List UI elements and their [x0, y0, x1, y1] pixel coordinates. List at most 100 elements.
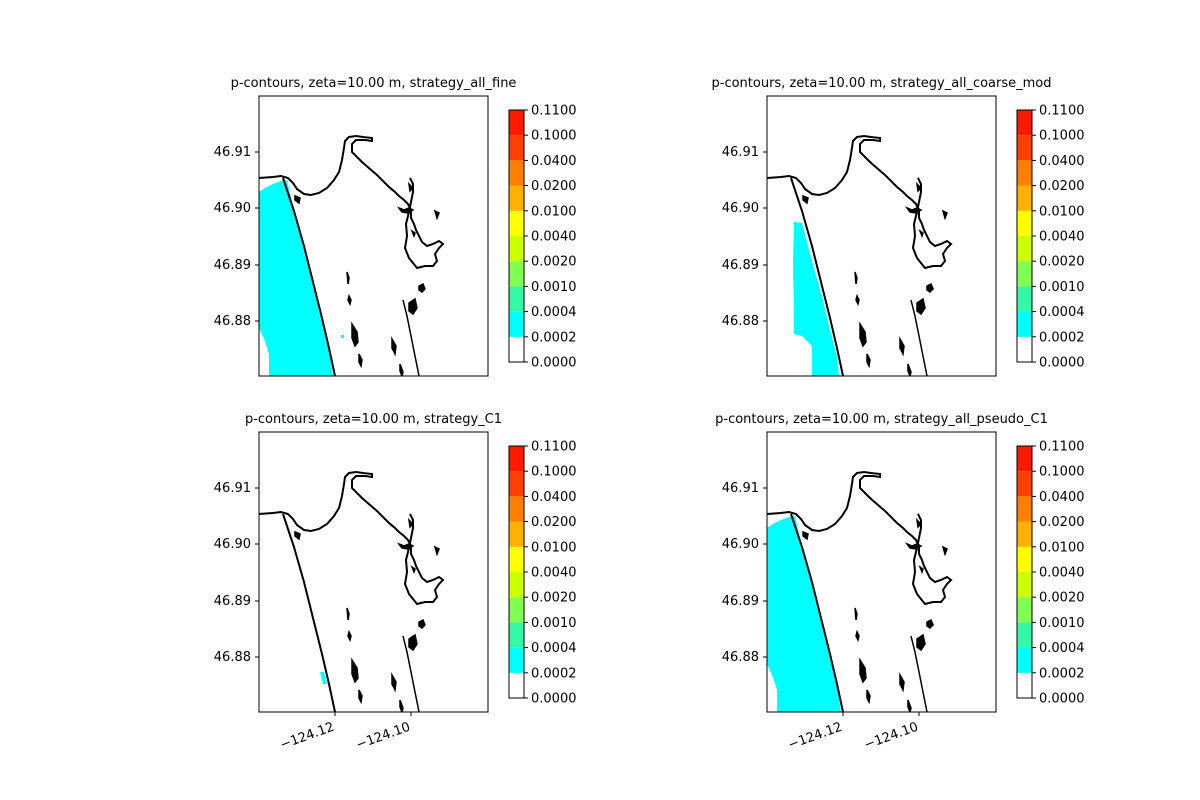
panel-4: p-contours, zeta=10.00 m, strategy_all_p…	[715, 412, 1084, 753]
colorbar-tick-label: 0.1000	[531, 129, 577, 144]
island	[358, 689, 363, 705]
island	[918, 565, 924, 575]
colorbar-tick-label: 0.0400	[1039, 154, 1085, 169]
colorbar-band	[1017, 135, 1032, 161]
island	[802, 194, 809, 205]
colorbar-tick-label: 0.0020	[531, 255, 577, 270]
panel-2: p-contours, zeta=10.00 m, strategy_all_c…	[712, 76, 1085, 377]
colorbar-band	[509, 647, 524, 673]
island	[358, 353, 363, 369]
colorbar-tick-label: 0.0000	[1039, 692, 1085, 707]
colorbar-band	[1017, 672, 1032, 698]
colorbar-band	[509, 135, 524, 161]
y-tick-label: 46.88	[722, 314, 759, 329]
y-tick-label: 46.91	[214, 145, 251, 160]
shoreline	[790, 177, 844, 376]
island	[433, 209, 440, 221]
colorbar-tick-label: 0.0010	[1039, 280, 1085, 295]
colorbar-tick-label: 0.0200	[531, 515, 577, 530]
island	[351, 321, 359, 348]
island	[916, 297, 926, 316]
island	[418, 282, 426, 293]
colorbar-band	[1017, 446, 1032, 472]
y-tick-label: 46.89	[722, 594, 759, 609]
y-tick-label: 46.88	[722, 650, 759, 665]
island	[941, 209, 948, 221]
colorbar-tick-label: 0.0040	[531, 566, 577, 581]
axes-frame	[766, 431, 997, 713]
contour-fill-speck	[341, 335, 344, 338]
y-tick-label: 46.89	[214, 594, 251, 609]
y-tick-label: 46.90	[214, 537, 251, 552]
colorbar-tick-label: 0.0002	[531, 330, 577, 345]
colorbar-band	[1017, 647, 1032, 673]
colorbar-band	[1017, 597, 1032, 623]
colorbar: 0.1100 0.1000 0.0400 0.0200 0.0100 0.0040 0.00…	[508, 440, 577, 707]
colorbar-tick-label: 0.0040	[1039, 230, 1085, 245]
island	[926, 618, 934, 629]
colorbar-tick-label: 0.0000	[1039, 356, 1085, 371]
colorbar-tick-label: 0.0200	[531, 179, 577, 194]
colorbar-tick-label: 0.0002	[1039, 666, 1085, 681]
y-tick-label: 46.90	[722, 537, 759, 552]
colorbar-band	[1017, 496, 1032, 522]
colorbar-band	[1017, 471, 1032, 497]
colorbar-band	[509, 572, 524, 598]
panel-title: p-contours, zeta=10.00 m, strategy_C1	[245, 412, 502, 427]
colorbar-band	[509, 546, 524, 572]
colorbar-band	[1017, 286, 1032, 312]
island	[910, 299, 928, 376]
y-tick-label: 46.90	[722, 201, 759, 216]
island	[410, 229, 416, 239]
island	[347, 629, 352, 643]
y-tick-label: 46.91	[722, 145, 759, 160]
x-tick-label: −124.10	[862, 720, 920, 753]
island	[408, 297, 418, 316]
island	[915, 181, 923, 193]
island	[294, 194, 301, 205]
island	[926, 282, 934, 293]
colorbar-tick-label: 0.0020	[1039, 255, 1085, 270]
colorbar: 0.1100 0.1000 0.0400 0.0200 0.0100 0.0040 0.00…	[1016, 104, 1085, 371]
y-tick-label: 46.90	[214, 201, 251, 216]
axes-frame	[766, 95, 997, 377]
island	[802, 530, 809, 541]
colorbar-tick-label: 0.0100	[531, 540, 577, 555]
colorbar-tick-label: 0.0010	[531, 280, 577, 295]
colorbar-tick-label: 0.0100	[531, 204, 577, 219]
colorbar-band	[1017, 185, 1032, 211]
colorbar-tick-label: 0.0040	[1039, 566, 1085, 581]
y-tick-label: 46.88	[214, 650, 251, 665]
island	[402, 299, 420, 376]
island	[418, 618, 426, 629]
map-content	[259, 134, 445, 376]
island	[408, 633, 418, 652]
coastline	[259, 470, 445, 606]
colorbar-band	[509, 261, 524, 287]
colorbar-band	[509, 311, 524, 337]
panel-title: p-contours, zeta=10.00 m, strategy_all_f…	[231, 76, 517, 91]
colorbar-tick-label: 0.0004	[1039, 641, 1085, 656]
colorbar-tick-label: 0.0400	[531, 490, 577, 505]
colorbar-tick-label: 0.0000	[531, 356, 577, 371]
colorbar-band	[1017, 311, 1032, 337]
colorbar-tick-label: 0.0000	[531, 692, 577, 707]
colorbar-tick-label: 0.0200	[1039, 179, 1085, 194]
colorbar-band	[509, 236, 524, 262]
colorbar-band	[509, 160, 524, 186]
island	[866, 689, 871, 705]
island	[854, 271, 858, 285]
island	[346, 271, 350, 285]
island	[916, 633, 926, 652]
colorbar-band	[509, 336, 524, 362]
colorbar-band	[1017, 622, 1032, 648]
colorbar-tick-label: 0.0100	[1039, 540, 1085, 555]
panel-1: p-contours, zeta=10.00 m, strategy_all_f…	[214, 76, 577, 377]
colorbar-tick-label: 0.0010	[531, 616, 577, 631]
colorbar-tick-label: 0.1100	[531, 104, 577, 119]
contour-fill	[767, 516, 841, 712]
colorbar-band	[509, 597, 524, 623]
colorbar-tick-label: 0.0004	[531, 305, 577, 320]
colorbar-tick-label: 0.1100	[531, 440, 577, 455]
